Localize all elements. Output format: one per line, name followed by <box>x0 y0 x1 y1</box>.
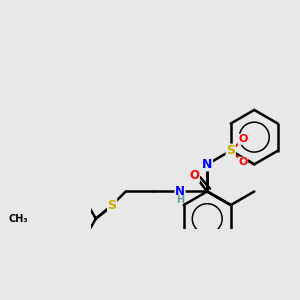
Text: N: N <box>175 185 185 198</box>
Text: CH₃: CH₃ <box>9 214 28 224</box>
Text: N: N <box>202 158 212 171</box>
Text: O: O <box>238 134 248 144</box>
Text: S: S <box>108 199 117 212</box>
Text: S: S <box>226 144 235 157</box>
Text: O: O <box>238 157 248 167</box>
Text: H: H <box>176 195 184 205</box>
Text: O: O <box>189 169 200 182</box>
